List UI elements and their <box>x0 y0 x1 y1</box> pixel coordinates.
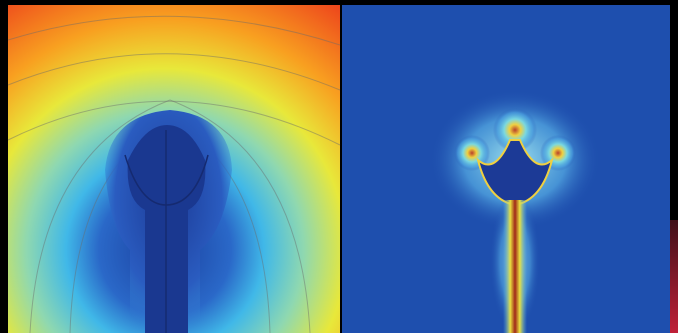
right-panel <box>342 5 670 333</box>
left-panel <box>8 5 340 333</box>
stem <box>503 200 527 333</box>
edge-strip <box>670 220 678 333</box>
scene <box>0 0 678 333</box>
